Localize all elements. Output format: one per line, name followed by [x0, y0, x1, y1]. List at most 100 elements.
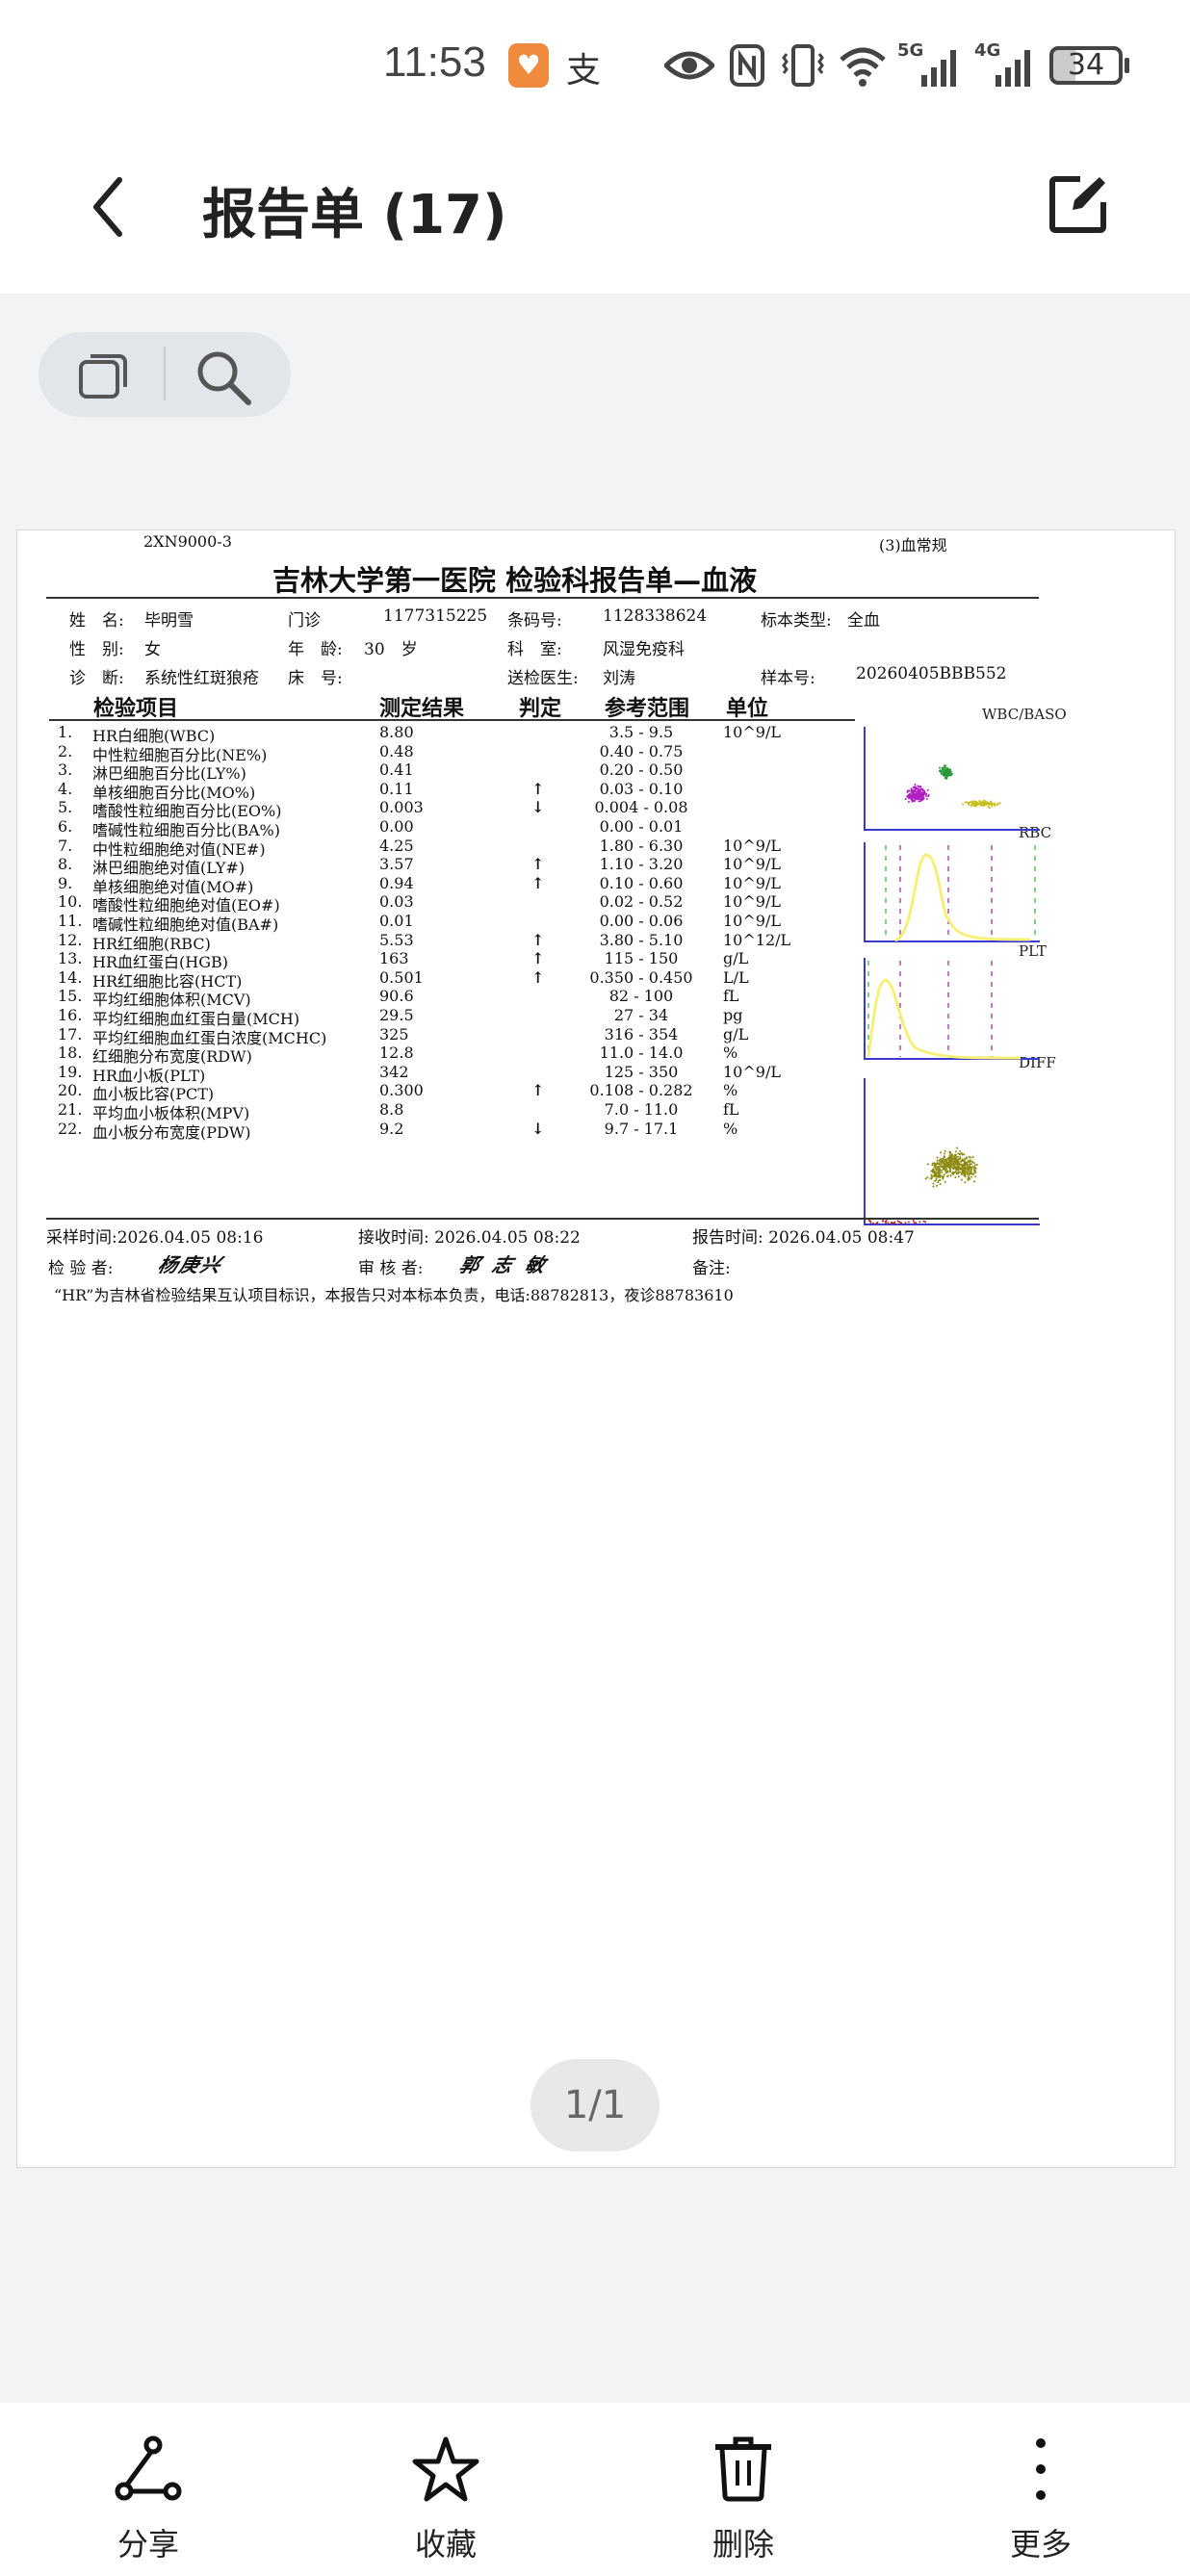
scatter-dot — [947, 1166, 950, 1169]
column-header-unit: 单位 — [726, 697, 769, 721]
scatter-dot — [956, 1146, 959, 1149]
test-result: 29.5 — [379, 1006, 414, 1024]
row-number: 21. — [58, 1100, 83, 1119]
test-result: 8.80 — [379, 723, 414, 741]
trash-icon — [715, 2436, 771, 2502]
scatter-dot — [933, 1165, 936, 1168]
delete-label: 删除 — [711, 2526, 774, 2563]
reference-range: 11.0 - 14.0 — [599, 1043, 684, 1063]
scatter-dot — [971, 1156, 974, 1159]
scatter-dot — [946, 1174, 949, 1177]
sample-time: 采样时间:2026.04.05 08:16 — [46, 1228, 264, 1248]
doctor-value: 刘涛 — [603, 669, 635, 688]
scatter-dot — [918, 800, 920, 803]
scatter-dot — [957, 1163, 960, 1166]
test-result: 9.2 — [379, 1119, 404, 1138]
scatter-dot — [954, 1163, 957, 1166]
test-result: 5.53 — [379, 930, 414, 949]
test-result: 4.25 — [379, 836, 414, 855]
scatter-dot — [949, 1152, 952, 1155]
plot-label-rbc: RBC — [1019, 824, 1052, 841]
scatter-dot — [939, 1183, 942, 1186]
status-bar: 11:53 ♥ 支 5G 4G 34 — [0, 0, 1190, 125]
scatter-dot — [943, 1173, 945, 1176]
chevron-left-icon[interactable] — [89, 176, 127, 238]
search-icon[interactable] — [193, 347, 254, 408]
scatter-dot — [945, 1168, 948, 1171]
scatter-dot — [916, 787, 918, 790]
test-result: 0.501 — [379, 967, 424, 987]
scatter-dot — [943, 766, 945, 769]
scatter-dot — [949, 1161, 952, 1164]
row-number: 17. — [58, 1024, 83, 1043]
scatter-dot — [935, 1163, 938, 1166]
scatter-dot — [976, 801, 979, 804]
edit-icon[interactable] — [1048, 173, 1109, 235]
result-flag: ↓ — [531, 1119, 545, 1138]
column-header-range: 参考范围 — [605, 697, 690, 721]
delete-button[interactable]: 删除 — [666, 2435, 820, 2564]
scatter-dot — [972, 1172, 975, 1175]
scatter-dot — [941, 1171, 944, 1173]
result-flag: ↑ — [531, 1081, 545, 1100]
copy-icon[interactable] — [77, 350, 131, 400]
report-note: “HR”为吉林省检验结果互认项目标识，本报告只对本标本负责，电话:8878281… — [54, 1286, 734, 1304]
doctor-label: 送检医生: — [507, 669, 579, 688]
row-number: 18. — [58, 1043, 83, 1063]
scatter-dot — [922, 1220, 925, 1223]
scatter-dot — [958, 1168, 961, 1171]
row-number: 14. — [58, 967, 83, 987]
scatter-dot — [948, 1160, 951, 1163]
test-item: 平均血小板体积(MPV) — [92, 1104, 250, 1122]
unit: 10^9/L — [723, 1062, 781, 1081]
visit-number: 1177315225 — [383, 606, 488, 626]
reference-range: 0.108 - 0.282 — [589, 1081, 693, 1100]
scatter-dot — [955, 1169, 958, 1172]
scatter-dot — [989, 807, 992, 810]
scatter-dot — [951, 1167, 954, 1170]
plt-distribution-curve — [867, 978, 1022, 1060]
scatter-dot — [914, 795, 917, 798]
scatter-dot — [961, 1159, 964, 1162]
scatter-dot — [974, 1175, 977, 1178]
scatter-dot — [945, 769, 948, 772]
test-result: 163 — [379, 949, 409, 968]
test-item: 中性粒细胞百分比(NE%) — [92, 745, 268, 764]
row-number: 19. — [58, 1062, 83, 1081]
scatter-dot — [949, 1174, 952, 1177]
star-icon — [412, 2436, 479, 2502]
reference-range: 1.10 - 3.20 — [599, 855, 684, 874]
scatter-dot — [952, 1172, 955, 1175]
scatter-dot — [954, 1176, 957, 1179]
scatter-dot — [933, 1170, 936, 1172]
reference-range: 3.5 - 9.5 — [608, 723, 674, 741]
row-number: 2. — [58, 741, 73, 760]
scatter-dot — [936, 1162, 939, 1165]
vibrate-icon — [782, 44, 824, 87]
scatter-dot — [924, 792, 927, 795]
scatter-dot — [935, 1179, 938, 1182]
sample-label: 样本号: — [761, 669, 815, 688]
scatter-dot — [922, 797, 925, 800]
row-number: 11. — [58, 912, 83, 930]
more-button[interactable]: 更多 — [964, 2435, 1118, 2564]
favorite-button[interactable]: 收藏 — [369, 2435, 523, 2564]
scatter-dot — [939, 1172, 942, 1174]
scatter-dot — [964, 801, 967, 804]
scatter-dot — [959, 1172, 962, 1174]
test-item: HR血小板(PLT) — [92, 1066, 206, 1085]
scatter-dot — [937, 1173, 940, 1176]
scatter-dot — [948, 769, 951, 772]
diagnosis-value: 系统性红斑狼疮 — [144, 669, 259, 688]
result-flag: ↑ — [531, 930, 545, 949]
scatter-dot — [946, 767, 949, 770]
unit: % — [723, 1081, 738, 1100]
unit: 10^9/L — [723, 912, 781, 930]
test-item: 血小板比容(PCT) — [92, 1085, 215, 1104]
scatter-dot — [867, 1220, 870, 1223]
scatter-dot — [957, 1165, 960, 1168]
share-button[interactable]: 分享 — [71, 2435, 225, 2564]
scatter-dot — [921, 789, 924, 792]
scatter-dot — [967, 1179, 970, 1182]
scatter-dot — [915, 790, 918, 793]
